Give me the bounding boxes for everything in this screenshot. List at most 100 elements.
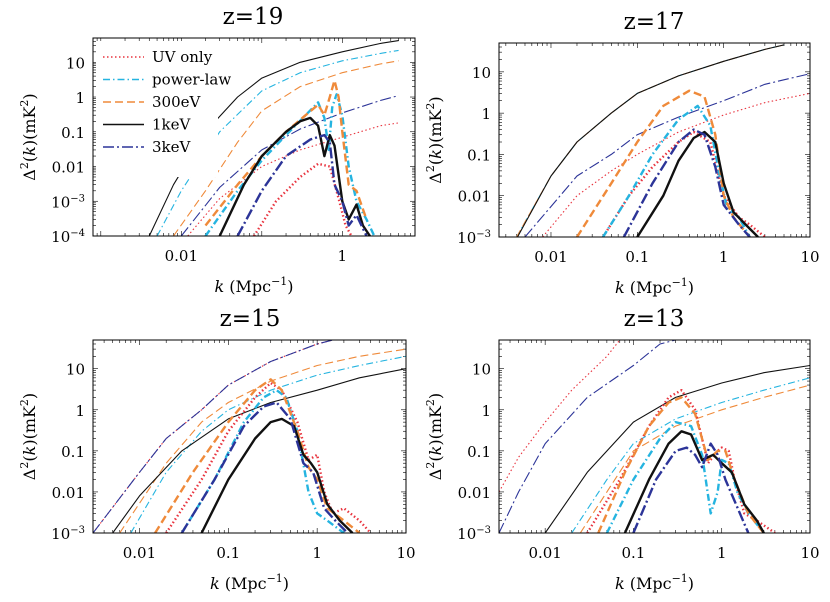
y-axis-label: Δ2(k)(mK2): [18, 393, 39, 480]
x-tick-label: 0.01: [528, 544, 561, 562]
x-tick-label: 0.01: [123, 544, 156, 562]
x-tick-label: 0.1: [216, 544, 240, 562]
chart-panel-3: z=15 0.01 0.1 1 10 10 1 0.1 0.01 10−3 k (Mpc−1) Δ2(…: [18, 306, 416, 593]
chart-panel-4: z=13 0.01 0.1 1 10 10 1 0.1 0.01 10−3 k (Mpc−1) Δ2(…: [424, 306, 820, 593]
legend: UV only power-law 300eV 1keV 3keV: [96, 41, 231, 177]
plot-frame: [92, 37, 416, 237]
y-tick-label: 1: [75, 402, 85, 420]
series-line-3kev-thin: [499, 340, 676, 533]
series-line-power-law-thick: [605, 420, 765, 533]
x-tick-label: 1: [719, 248, 729, 266]
plot-frame: [498, 42, 811, 238]
x-tick-label: 1: [717, 544, 727, 562]
y-tick-label: 0.01: [52, 484, 85, 502]
chart-title: z=19: [223, 4, 284, 30]
series-line-power-law-thin: [130, 355, 406, 533]
series-line-3kev-thick: [632, 442, 750, 533]
chart-panel-2: z=17 0.01 0.1 1 10 10 1 0.1 0.01 10−3 k (Mpc−1) Δ2(…: [424, 9, 820, 297]
x-axis-label: k (Mpc−1): [615, 276, 694, 297]
series-line-uv-only-thick: [165, 381, 372, 533]
y-tick-label: 0.1: [467, 443, 491, 461]
legend-label: power-law: [152, 71, 231, 89]
legend-label: 300eV: [152, 93, 202, 111]
series-lines: [516, 44, 810, 237]
x-tick-label: 1: [312, 544, 322, 562]
x-tick-label: 10: [396, 544, 415, 562]
series-line-1kev-thick: [636, 130, 759, 237]
x-tick-label: 0.01: [165, 247, 198, 265]
series-line-power-law-thin: [156, 49, 399, 236]
legend-label: 3keV: [152, 138, 192, 156]
series-line-power-law-thin: [516, 44, 785, 237]
y-axis-label: Δ2(k)(mK2): [424, 393, 445, 480]
series-line-1kev-thick: [200, 417, 354, 533]
series-line-1kev-thick: [623, 430, 765, 533]
y-tick-label: 10: [472, 361, 491, 379]
series-line-300ev-thin: [119, 348, 406, 533]
y-tick-label: 10: [66, 361, 85, 379]
series-line-1kev-thin: [544, 364, 810, 533]
series-line-uv-only-thin: [542, 92, 810, 237]
series-line-3kev-thick: [236, 133, 368, 236]
series-line-300ev-thick: [575, 89, 751, 237]
series-lines: [499, 340, 810, 533]
series-line-power-law-thick: [180, 389, 345, 533]
chart-panel-1: z=19 0.01 1 10 1 0.1 0.01 10−3 10−4 k (Mpc−1) Δ2(k…: [18, 4, 416, 296]
y-tick-label: 0.01: [458, 188, 491, 206]
x-tick-label: 0.1: [622, 544, 646, 562]
y-tick-label: 10−3: [51, 525, 85, 543]
series-line-power-law-thick: [601, 104, 751, 237]
series-line-power-law-thin: [571, 377, 810, 533]
y-tick-label: 0.1: [467, 146, 491, 164]
y-tick-label: 1: [481, 105, 491, 123]
plot-frame: [92, 339, 407, 534]
series-lines: [93, 340, 406, 533]
y-tick-label: 1: [75, 89, 85, 107]
y-axis-label: Δ2(k)(mK2): [18, 93, 39, 180]
y-tick-label: 0.01: [458, 484, 491, 502]
series-line-300ev-thin: [579, 384, 810, 533]
y-tick-label: 10−3: [51, 193, 85, 211]
y-tick-label: 0.1: [61, 124, 85, 142]
x-axis-label: k (Mpc−1): [615, 572, 694, 593]
series-line-3kev-thin: [180, 95, 399, 236]
y-tick-label: 10: [66, 54, 85, 72]
minor-ticks: [498, 339, 811, 534]
legend-label: UV only: [152, 48, 213, 66]
series-line-300ev-thick: [154, 378, 361, 533]
minor-ticks: [92, 339, 407, 534]
series-line-3kev-thin: [524, 73, 810, 237]
x-tick-label: 10: [800, 544, 819, 562]
y-tick-label: 0.01: [52, 159, 85, 177]
y-tick-label: 10−3: [457, 229, 491, 247]
legend-label: 1keV: [152, 116, 192, 134]
series-line-300ev-thin: [173, 60, 399, 236]
series-line-uv-only-thin: [499, 340, 621, 493]
y-tick-label: 10−4: [51, 228, 85, 246]
series-line-300ev-thick: [204, 79, 368, 227]
series-line-1kev-thin: [112, 368, 406, 533]
series-line-3kev-thin: [93, 340, 333, 533]
x-axis-label: k (Mpc−1): [210, 572, 289, 593]
x-tick-label: 1: [338, 247, 348, 265]
y-axis-label: Δ2(k)(mK2): [424, 96, 445, 183]
series-line-uv-only-thick: [252, 162, 353, 236]
series-line-uv-only-thin: [187, 122, 399, 236]
x-axis-label: k (Mpc−1): [214, 275, 293, 296]
series-lines: [148, 40, 399, 236]
x-tick-label: 10: [800, 248, 819, 266]
y-tick-label: 10: [472, 64, 491, 82]
series-line-1kev-thick: [218, 116, 371, 236]
chart-title: z=13: [624, 306, 685, 332]
chart-title: z=15: [220, 306, 281, 332]
series-line-1kev-thin: [517, 44, 785, 237]
plot-frame: [498, 339, 811, 534]
series-line-3kev-thick: [180, 401, 349, 533]
chart-title: z=17: [624, 9, 685, 35]
x-tick-label: 0.01: [534, 248, 567, 266]
y-tick-label: 0.1: [61, 443, 85, 461]
series-line-3kev-thick: [622, 128, 751, 237]
y-tick-label: 10−3: [457, 525, 491, 543]
x-tick-label: 0.1: [625, 248, 649, 266]
